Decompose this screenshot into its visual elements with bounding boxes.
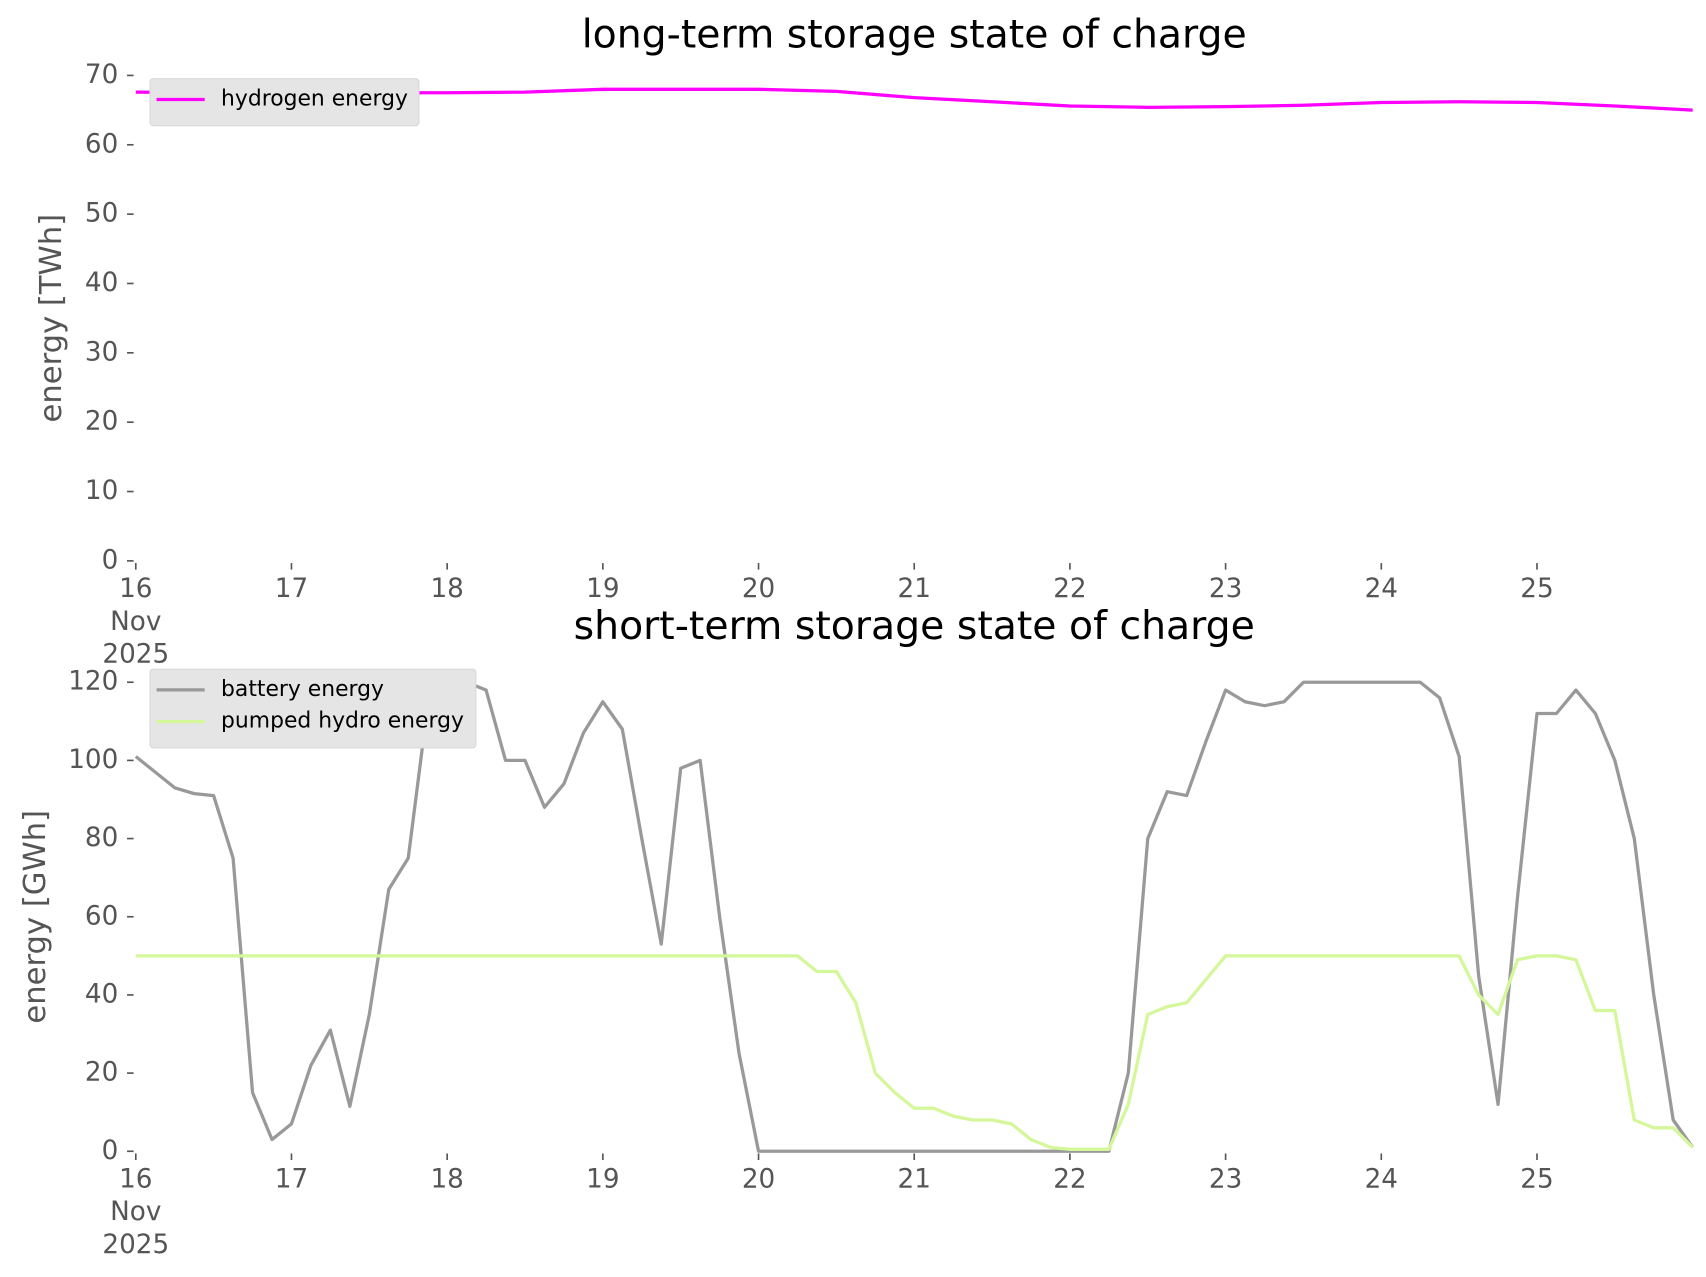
y-tick-label: 20 (85, 407, 118, 437)
chart-title: long-term storage state of charge (582, 12, 1247, 58)
series-line (134, 680, 1695, 1153)
legend-label: battery energy (221, 677, 384, 702)
x-tick-label: 19 (586, 572, 620, 604)
x-tick-label-box: 19 (586, 1163, 620, 1194)
x-tick-label-box: 22 (1053, 572, 1087, 604)
chart-title: short-term storage state of charge (574, 603, 1255, 649)
x-tick-label: 16 Nov 2025 (102, 572, 170, 670)
y-tick-label: 60 (85, 129, 118, 159)
x-tick-label-box: 16 Nov 2025 (102, 572, 170, 670)
y-tick-label: 80 (85, 823, 118, 853)
y-tick-label: 50 (85, 199, 118, 229)
x-tick-label: 24 (1364, 572, 1398, 604)
x-tick-label: 20 (741, 572, 776, 604)
y-tick-label: 0 (102, 1136, 119, 1166)
y-axis-label: energy [TWh] (34, 214, 69, 423)
x-tick-label: 20 (741, 1163, 776, 1194)
x-tick-label: 19 (586, 1163, 620, 1194)
y-tick-label: 60 (85, 901, 118, 931)
x-tick-label-box: 23 (1208, 572, 1243, 604)
x-tick-label: 25 (1520, 1163, 1554, 1194)
x-tick-label-box: 20 (741, 572, 776, 604)
x-tick-label: 16 Nov 2025 (102, 1163, 170, 1260)
x-tick-label-box: 23 (1208, 1163, 1243, 1194)
y-tick-label: 10 (85, 476, 118, 506)
x-tick-label: 22 (1053, 572, 1087, 604)
legend-box (149, 668, 477, 749)
y-tick-label: 70 (85, 60, 118, 90)
x-tick-label-box: 22 (1053, 1163, 1087, 1194)
legend-box (149, 78, 420, 127)
x-tick-label: 17 (274, 1163, 309, 1194)
y-tick-label: 0 (102, 545, 119, 575)
x-tick-label-box: 21 (897, 572, 931, 604)
x-tick-label: 25 (1520, 572, 1554, 604)
x-tick-label-box: 17 (274, 1163, 309, 1194)
series-line (135, 954, 1694, 1151)
y-tick-label: 40 (85, 979, 118, 1009)
y-axis-label: energy [GWh] (18, 810, 53, 1024)
x-tick-label-box: 20 (741, 1163, 776, 1194)
x-tick-label-box: 24 (1364, 572, 1398, 604)
x-tick-label-box: 17 (274, 572, 309, 604)
legend-label: hydrogen energy (221, 86, 408, 111)
x-tick-label-box: 16 Nov 2025 (102, 1163, 170, 1260)
x-tick-label-box: 19 (586, 572, 620, 604)
x-tick-label: 18 (430, 572, 464, 604)
x-tick-label-box: 25 (1520, 1163, 1554, 1194)
y-tick-label: 120 (68, 667, 118, 697)
y-tick-label: 40 (85, 268, 118, 298)
y-tick-label: 30 (85, 337, 118, 367)
x-tick-label: 23 (1208, 1163, 1243, 1194)
x-tick-label: 24 (1364, 1163, 1398, 1194)
legend-label: pumped hydro energy (221, 709, 464, 734)
x-tick-label: 18 (430, 1163, 464, 1194)
x-tick-label: 21 (897, 1163, 931, 1194)
y-tick-label: 20 (85, 1058, 118, 1088)
y-tick-label: 100 (68, 745, 118, 775)
x-tick-label: 21 (897, 572, 931, 604)
x-tick-label-box: 21 (897, 1163, 931, 1194)
x-tick-label-box: 25 (1520, 572, 1554, 604)
x-tick-label: 22 (1053, 1163, 1087, 1194)
x-tick-label: 17 (274, 572, 309, 604)
x-tick-label: 23 (1208, 572, 1243, 604)
x-tick-label-box: 18 (430, 572, 464, 604)
x-tick-label-box: 18 (430, 1163, 464, 1194)
x-tick-label-box: 24 (1364, 1163, 1398, 1194)
